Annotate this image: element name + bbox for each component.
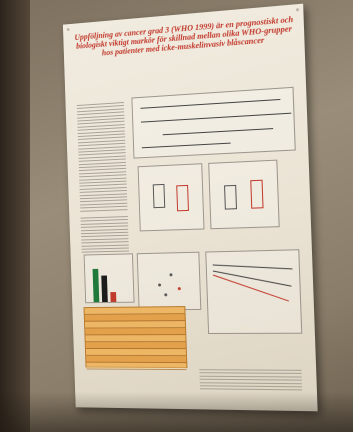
bar-0 xyxy=(93,269,100,302)
bar-2 xyxy=(110,292,116,302)
poster-authors xyxy=(81,56,289,93)
boxplot-panel-left xyxy=(138,163,205,231)
boxplot-panel-right xyxy=(208,160,280,230)
pin-icon xyxy=(296,8,299,11)
poster-title: Uppföljning av cancer grad 3 (WHO 1999) … xyxy=(71,14,299,59)
conclusion-text-block xyxy=(199,369,302,392)
scientific-poster: Uppföljning av cancer grad 3 (WHO 1999) … xyxy=(63,4,318,412)
pin-icon xyxy=(67,28,70,31)
timeline-panel xyxy=(131,87,295,159)
intro-text-block xyxy=(77,102,128,214)
intro-text-block-2 xyxy=(81,216,129,253)
bar-1 xyxy=(101,275,108,302)
scatter-panel xyxy=(137,252,202,311)
bar-chart-panel xyxy=(84,253,135,303)
survival-curve-panel xyxy=(205,249,302,334)
results-table xyxy=(84,306,188,368)
floor-shadow xyxy=(0,392,353,432)
